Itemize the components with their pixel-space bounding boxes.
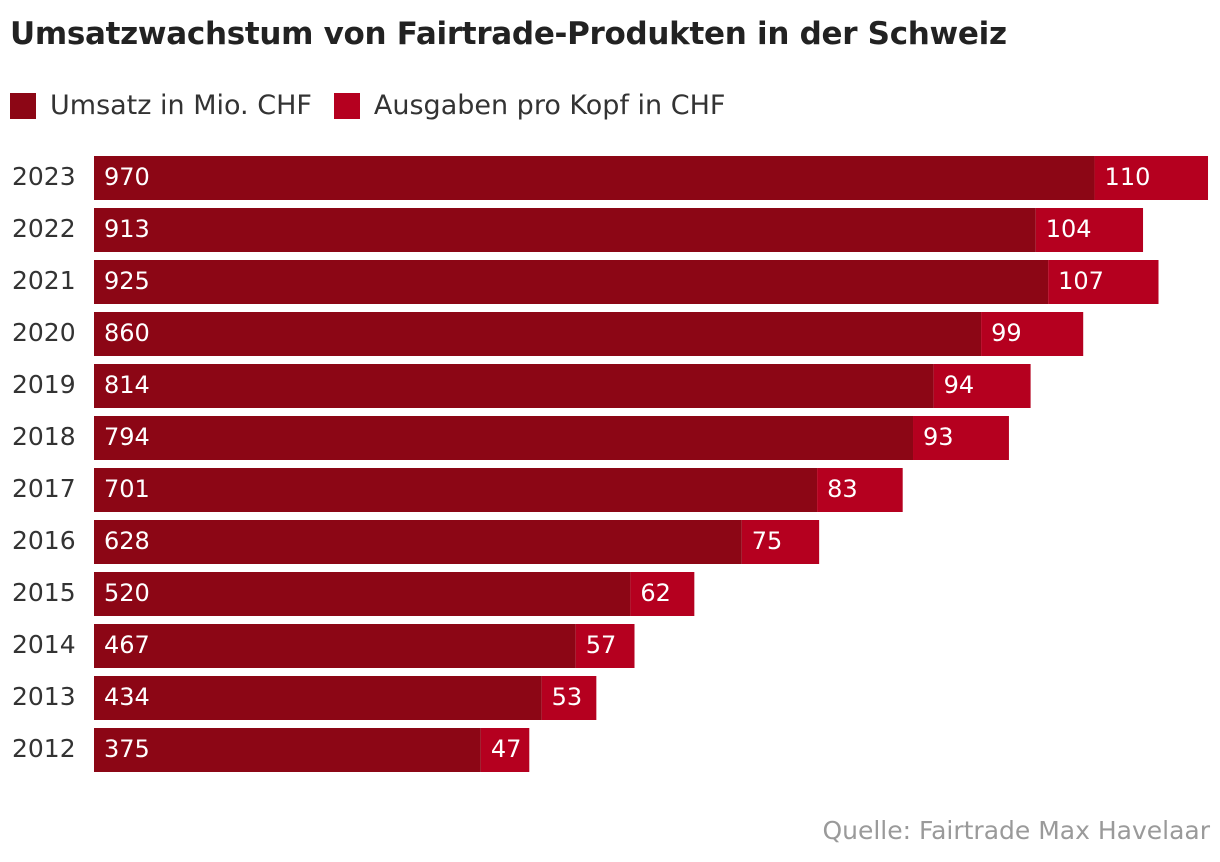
data-label-umsatz: 913 <box>104 215 150 243</box>
bar-ausgaben <box>933 364 1031 408</box>
data-label-umsatz: 628 <box>104 527 150 555</box>
bar-umsatz <box>94 728 481 772</box>
bar-umsatz <box>94 312 982 356</box>
data-label-umsatz: 467 <box>104 631 150 659</box>
y-tick-label: 2022 <box>12 214 76 243</box>
data-label-umsatz: 925 <box>104 267 150 295</box>
data-label-ausgaben: 107 <box>1058 267 1104 295</box>
bar-umsatz <box>94 520 742 564</box>
y-tick-label: 2018 <box>12 422 76 451</box>
data-label-ausgaben: 94 <box>944 371 975 399</box>
bar-umsatz <box>94 468 818 512</box>
legend-label-ausgaben: Ausgaben pro Kopf in CHF <box>373 90 726 121</box>
bar-umsatz <box>94 416 914 460</box>
data-label-ausgaben: 57 <box>586 631 617 659</box>
y-tick-label: 2021 <box>12 266 76 295</box>
data-label-umsatz: 701 <box>104 475 150 503</box>
bar-umsatz <box>94 260 1049 304</box>
bar-umsatz <box>94 208 1036 252</box>
bar-umsatz <box>94 676 542 720</box>
data-label-ausgaben: 99 <box>991 319 1022 347</box>
legend-label-umsatz: Umsatz in Mio. CHF <box>50 90 312 121</box>
bar-ausgaben <box>981 312 1084 356</box>
bar-umsatz <box>94 624 576 668</box>
data-label-ausgaben: 53 <box>552 683 583 711</box>
bar-ausgaben <box>913 416 1009 460</box>
y-tick-label: 2013 <box>12 682 76 711</box>
y-tick-label: 2014 <box>12 630 76 659</box>
data-label-ausgaben: 93 <box>923 423 954 451</box>
data-label-ausgaben: 110 <box>1105 163 1151 191</box>
bar-ausgaben <box>541 676 597 720</box>
data-label-umsatz: 794 <box>104 423 150 451</box>
bar-ausgaben <box>1035 208 1144 252</box>
bar-umsatz <box>94 572 631 616</box>
y-tick-label: 2016 <box>12 526 76 555</box>
bar-chart: 2023 970 110 2022 913 104 2021 925 107 2020 860 99 2… <box>12 156 1209 772</box>
bar-umsatz <box>94 364 934 408</box>
legend-item-ausgaben: Ausgaben pro Kopf in CHF <box>333 90 726 121</box>
bar-ausgaben <box>575 624 635 668</box>
data-label-umsatz: 970 <box>104 163 150 191</box>
data-label-umsatz: 520 <box>104 579 150 607</box>
data-label-umsatz: 434 <box>104 683 150 711</box>
data-label-ausgaben: 62 <box>640 579 671 607</box>
data-label-ausgaben: 104 <box>1046 215 1092 243</box>
legend-swatch-ausgaben <box>333 92 360 119</box>
data-label-umsatz: 375 <box>104 735 150 763</box>
bar-ausgaben <box>817 468 903 512</box>
y-tick-label: 2019 <box>12 370 76 399</box>
bar-umsatz <box>94 156 1095 200</box>
bar-ausgaben <box>1094 156 1209 200</box>
data-label-ausgaben: 75 <box>752 527 783 555</box>
bar-ausgaben <box>1048 260 1159 304</box>
data-label-ausgaben: 47 <box>491 735 522 763</box>
y-tick-label: 2020 <box>12 318 76 347</box>
source-note: Quelle: Fairtrade Max Havelaar <box>822 816 1210 845</box>
y-tick-label: 2012 <box>12 734 76 763</box>
y-tick-label: 2023 <box>12 162 76 191</box>
chart-title: Umsatzwachstum von Fairtrade-Produkten i… <box>10 16 1007 52</box>
bar-ausgaben <box>741 520 820 564</box>
bar-ausgaben <box>480 728 530 772</box>
data-label-umsatz: 860 <box>104 319 150 347</box>
y-tick-label: 2017 <box>12 474 76 503</box>
legend-swatch-umsatz <box>10 92 36 119</box>
legend: Umsatz in Mio. CHF Ausgaben pro Kopf in … <box>10 90 747 121</box>
legend-item-umsatz: Umsatz in Mio. CHF <box>10 90 312 121</box>
bar-ausgaben <box>630 572 695 616</box>
data-label-umsatz: 814 <box>104 371 150 399</box>
data-label-ausgaben: 83 <box>827 475 858 503</box>
y-tick-label: 2015 <box>12 578 76 607</box>
